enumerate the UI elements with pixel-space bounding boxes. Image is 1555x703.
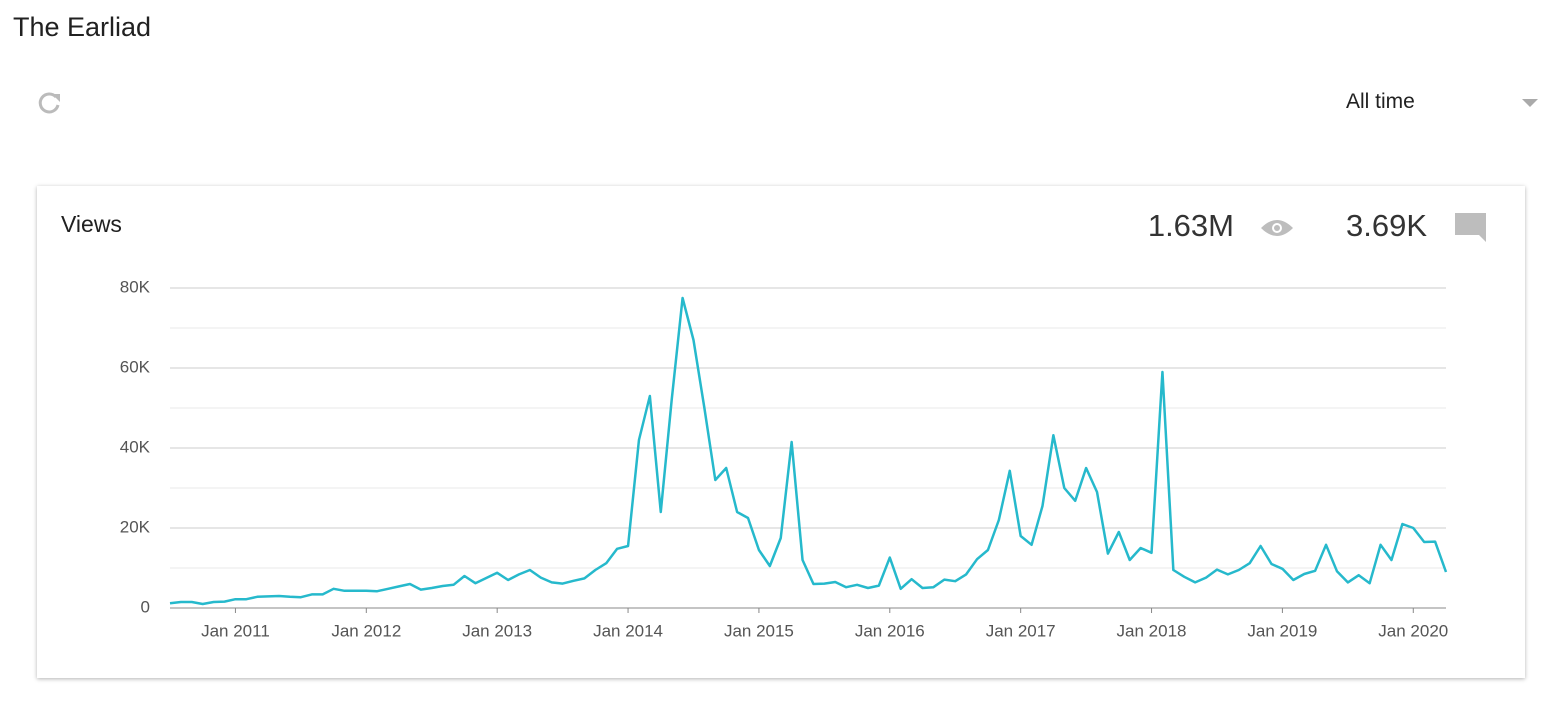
y-tick-label: 0 [141,597,150,616]
x-tick-label: Jan 2018 [1117,621,1187,640]
y-tick-label: 80K [120,277,151,296]
x-tick-label: Jan 2014 [593,621,663,640]
range-dropdown[interactable]: All time [1346,90,1415,113]
y-tick-label: 60K [120,357,151,376]
x-tick-label: Jan 2017 [986,621,1056,640]
x-tick-label: Jan 2015 [724,621,794,640]
y-tick-label: 40K [120,437,151,456]
eye-icon [1261,220,1293,236]
x-tick-label: Jan 2019 [1247,621,1317,640]
comments-total: 3.69K [1346,208,1427,243]
card-title: Views [61,211,122,237]
dropdown-arrow[interactable] [1520,96,1542,110]
comment-icon [1455,213,1486,242]
refresh-button[interactable] [34,88,64,118]
y-tick-label: 20K [120,517,151,536]
x-tick-label: Jan 2020 [1378,621,1448,640]
views-total: 1.63M [1148,208,1234,243]
x-tick-label: Jan 2012 [331,621,401,640]
line-series [169,296,1448,606]
x-tick-label: Jan 2016 [855,621,925,640]
page-title: The Earliad [13,12,152,42]
x-tick-label: Jan 2013 [462,621,532,640]
x-tick-label: Jan 2011 [201,621,270,640]
